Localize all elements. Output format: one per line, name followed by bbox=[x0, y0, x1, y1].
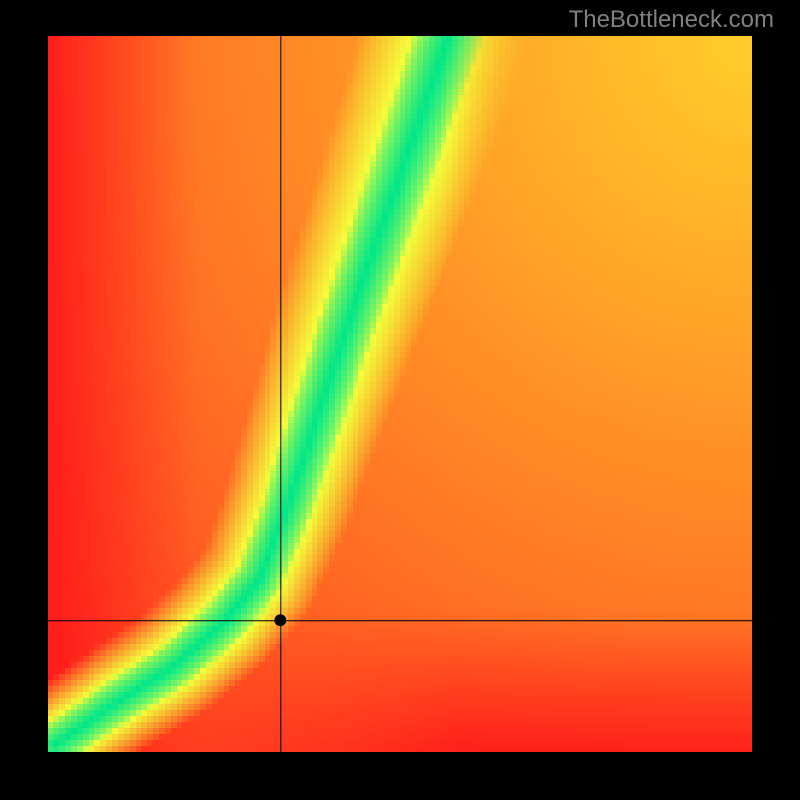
watermark-text: TheBottleneck.com bbox=[569, 6, 774, 34]
bottleneck-heatmap bbox=[48, 36, 752, 752]
plot-area bbox=[48, 36, 752, 752]
